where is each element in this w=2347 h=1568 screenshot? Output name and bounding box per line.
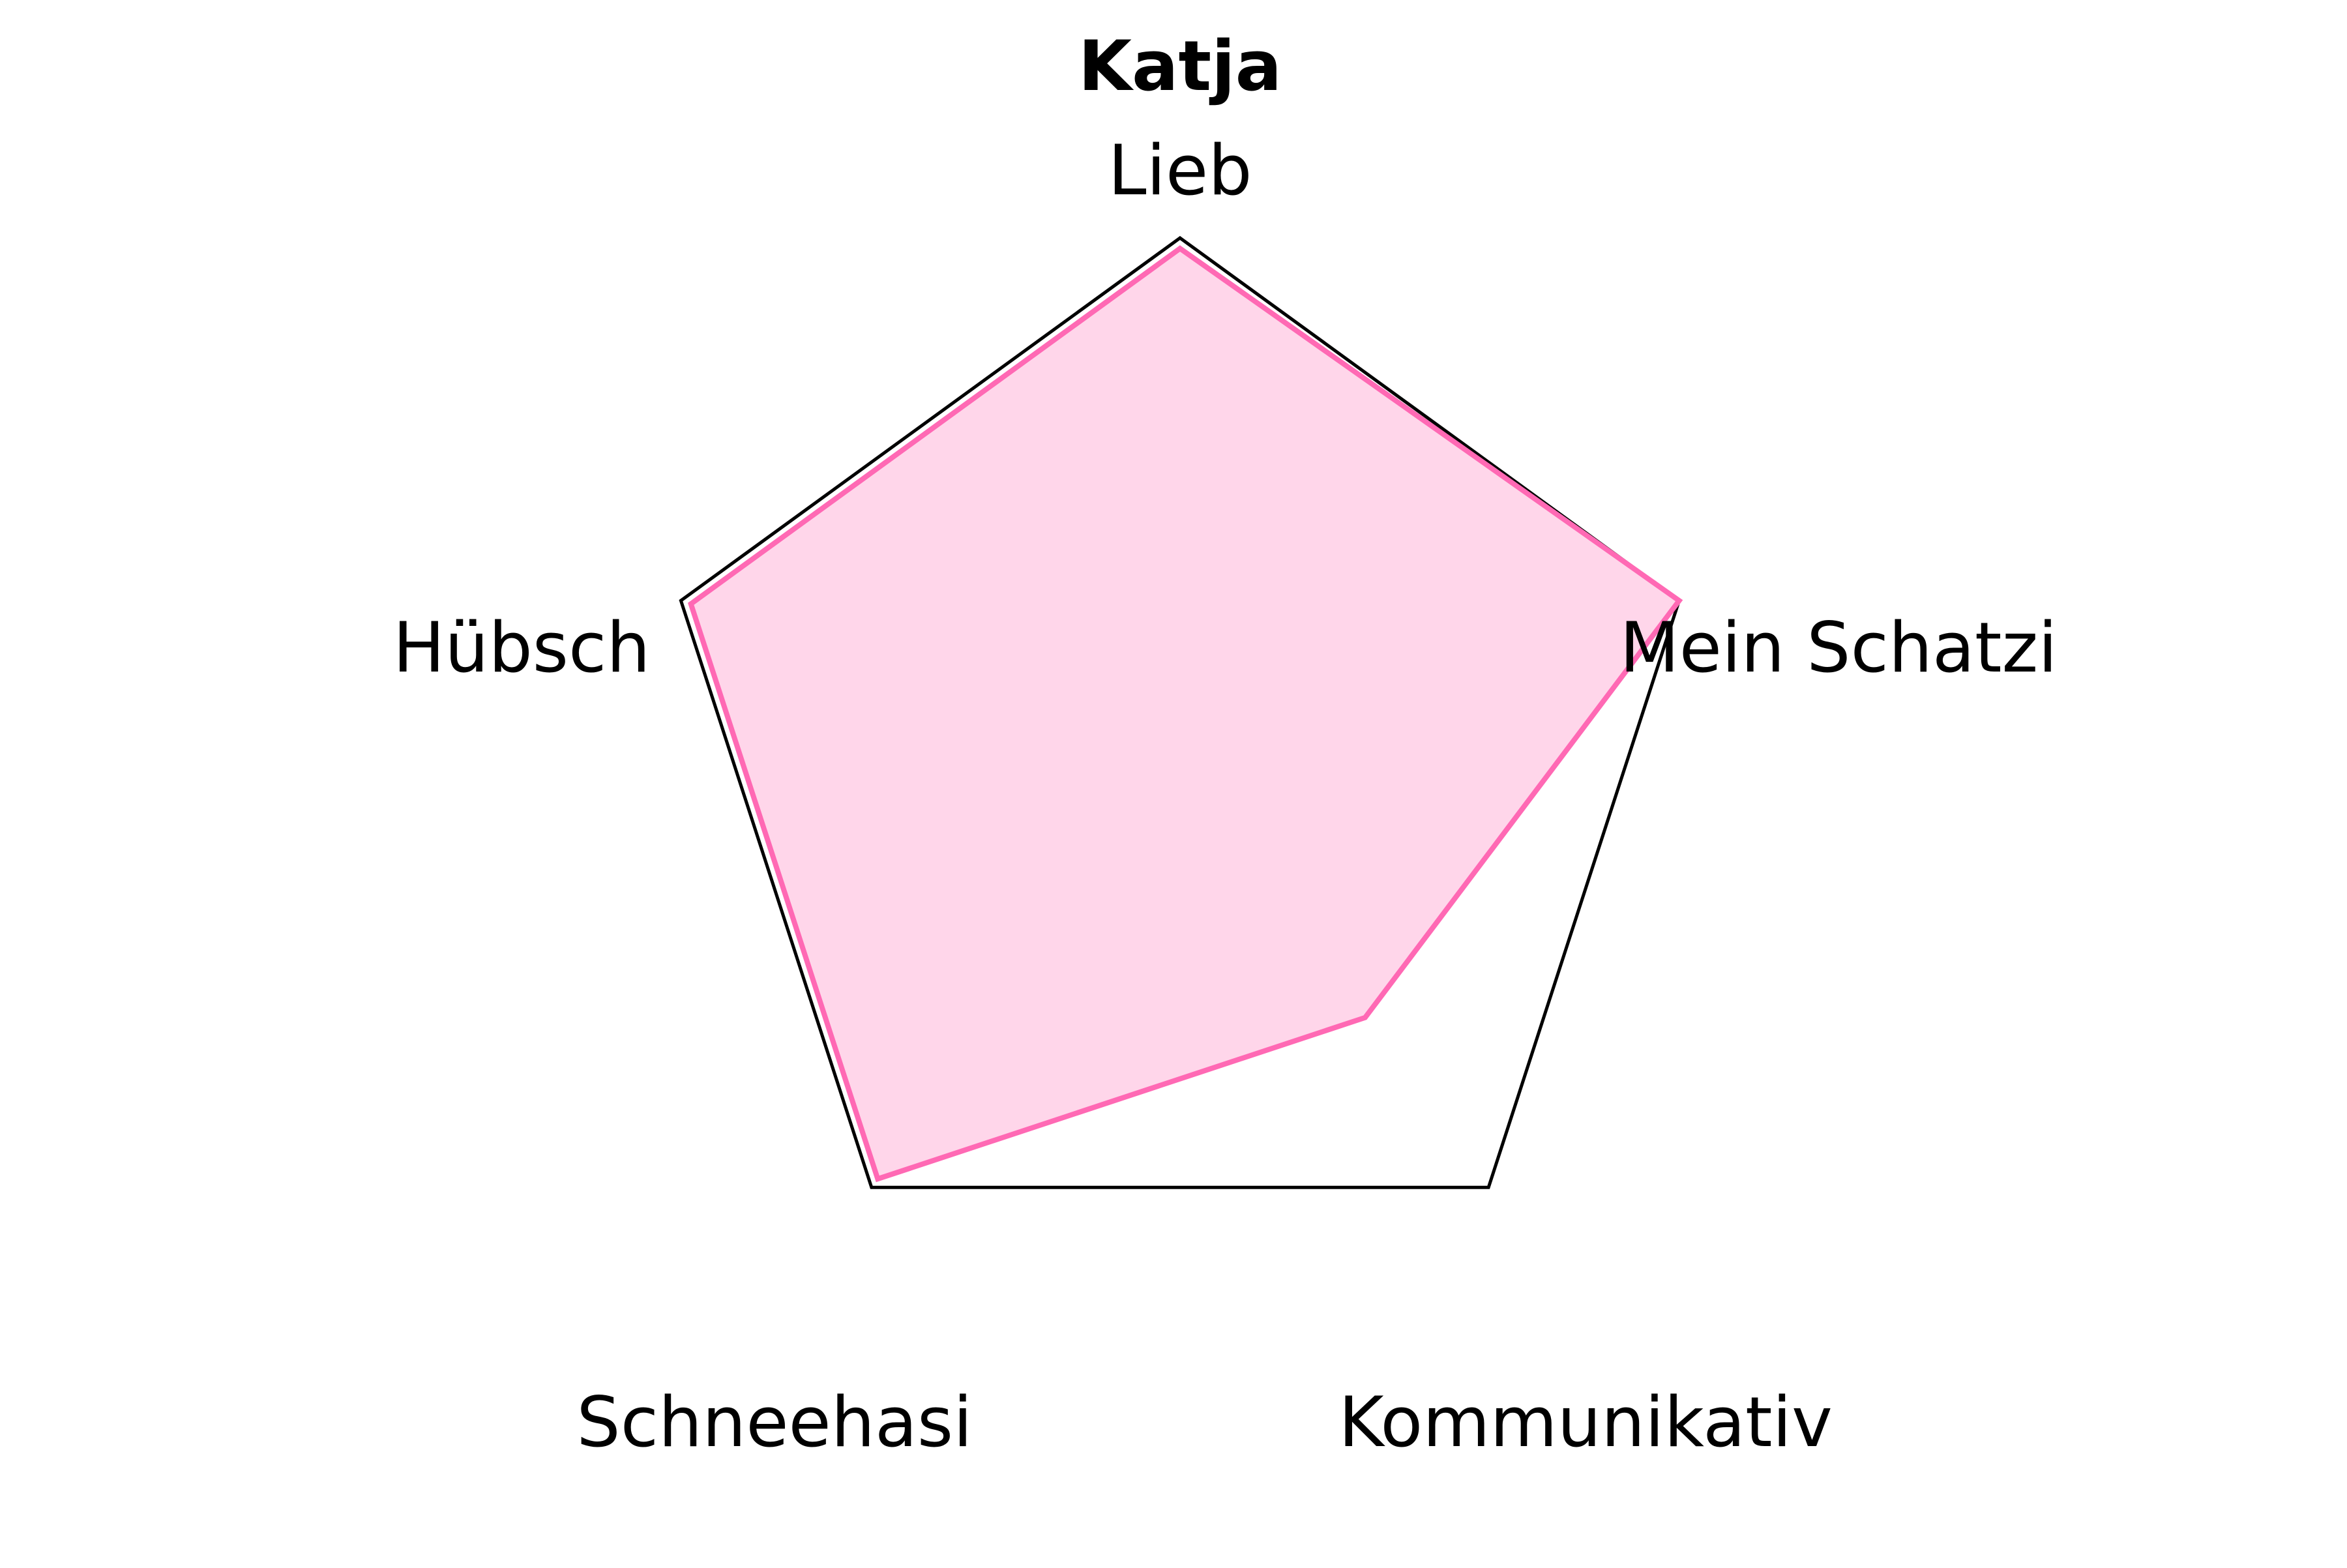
axis-label-mein-schatzi: Mein Schatzi [1619, 608, 2057, 688]
axis-label-kommunikativ: Kommunikativ [1338, 1382, 1833, 1462]
axis-label-lieb: Lieb [1108, 130, 1252, 211]
radar-series-area [688, 245, 1683, 1183]
axis-label-hübsch: Hübsch [393, 608, 651, 688]
axis-label-schneehasi: Schneehasi [576, 1382, 972, 1462]
chart-title: Katja [1078, 26, 1282, 106]
